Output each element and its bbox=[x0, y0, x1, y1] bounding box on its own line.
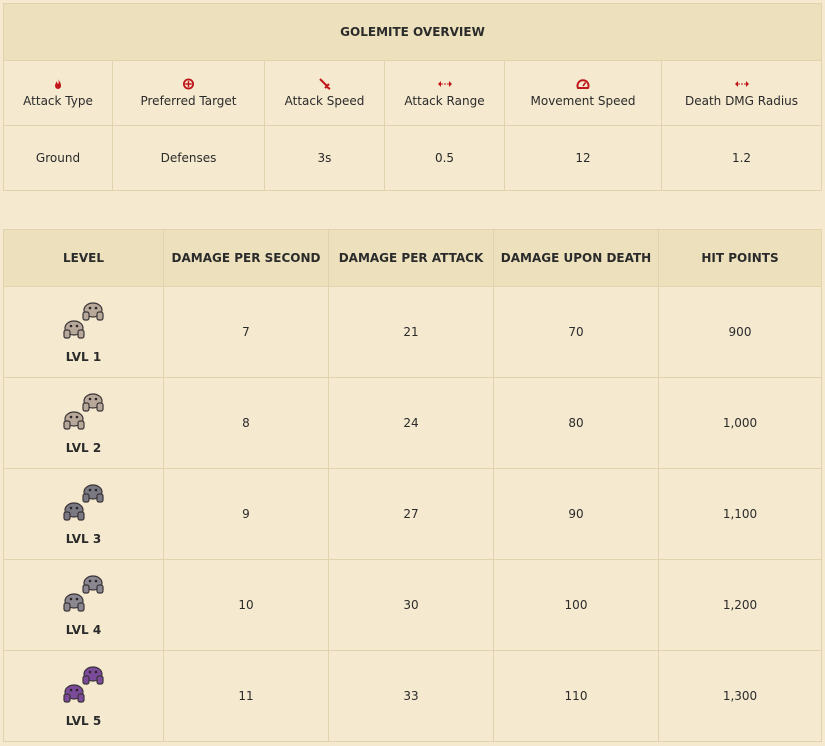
cell-damage-per-attack: 33 bbox=[328, 650, 494, 742]
header-hit-points: HIT POINTS bbox=[658, 229, 822, 287]
speedometer-icon bbox=[576, 79, 590, 89]
cell-damage-per-second: 10 bbox=[163, 559, 329, 651]
table-row: LVL 1 7 21 70 900 bbox=[3, 286, 822, 378]
level-cell: LVL 5 bbox=[3, 650, 164, 742]
stat-value-attack-range: 0.5 bbox=[384, 125, 505, 191]
cell-damage-per-attack: 24 bbox=[328, 377, 494, 469]
cell-hit-points: 900 bbox=[658, 286, 822, 378]
stat-value-death-dmg-radius: 1.2 bbox=[661, 125, 822, 191]
cell-damage-per-second: 8 bbox=[163, 377, 329, 469]
level-label: LVL 4 bbox=[65, 623, 102, 637]
overview-table: GOLEMITE OVERVIEW Attack Type Preferred … bbox=[3, 3, 822, 191]
cell-damage-upon-death: 110 bbox=[493, 650, 659, 742]
table-row: LVL 2 8 24 80 1,000 bbox=[3, 377, 822, 469]
target-icon bbox=[182, 78, 195, 90]
stat-header-movement-speed: Movement Speed bbox=[504, 60, 662, 126]
stat-value-attack-type: Ground bbox=[3, 125, 113, 191]
stat-header-preferred-target: Preferred Target bbox=[112, 60, 265, 126]
level-label: LVL 3 bbox=[65, 532, 102, 546]
cell-hit-points: 1,100 bbox=[658, 468, 822, 560]
level-cell: LVL 3 bbox=[3, 468, 164, 560]
stat-value-attack-speed: 3s bbox=[264, 125, 385, 191]
header-damage-per-attack: DAMAGE PER ATTACK bbox=[328, 229, 494, 287]
table-row: LVL 4 10 30 100 1,200 bbox=[3, 559, 822, 651]
cell-hit-points: 1,200 bbox=[658, 559, 822, 651]
cell-damage-upon-death: 80 bbox=[493, 377, 659, 469]
stat-label: Attack Range bbox=[404, 94, 485, 108]
header-level: LEVEL bbox=[3, 229, 164, 287]
range-arrows-icon bbox=[437, 81, 452, 87]
cell-damage-per-attack: 21 bbox=[328, 286, 494, 378]
cell-damage-per-attack: 27 bbox=[328, 468, 494, 560]
levels-table: LEVEL DAMAGE PER SECOND DAMAGE PER ATTAC… bbox=[3, 229, 822, 742]
table-row: LVL 5 11 33 110 1,300 bbox=[3, 650, 822, 742]
golemite-icon bbox=[62, 666, 104, 703]
stat-label: Attack Speed bbox=[284, 94, 365, 108]
stat-value-movement-speed: 12 bbox=[504, 125, 662, 191]
radius-arrows-icon bbox=[734, 81, 749, 87]
cell-damage-per-second: 7 bbox=[163, 286, 329, 378]
header-damage-per-second: DAMAGE PER SECOND bbox=[163, 229, 329, 287]
stat-header-attack-range: Attack Range bbox=[384, 60, 505, 126]
level-label: LVL 1 bbox=[65, 350, 102, 364]
stat-header-death-dmg-radius: Death DMG Radius bbox=[661, 60, 822, 126]
cell-damage-per-second: 9 bbox=[163, 468, 329, 560]
level-cell: LVL 4 bbox=[3, 559, 164, 651]
overview-title: GOLEMITE OVERVIEW bbox=[3, 3, 822, 61]
cell-damage-upon-death: 90 bbox=[493, 468, 659, 560]
stat-header-attack-speed: Attack Speed bbox=[264, 60, 385, 126]
header-damage-upon-death: DAMAGE UPON DEATH bbox=[493, 229, 659, 287]
level-cell: LVL 1 bbox=[3, 286, 164, 378]
cell-damage-upon-death: 70 bbox=[493, 286, 659, 378]
table-row: LVL 3 9 27 90 1,100 bbox=[3, 468, 822, 560]
cell-damage-per-second: 11 bbox=[163, 650, 329, 742]
golemite-icon bbox=[62, 302, 104, 339]
sword-icon bbox=[318, 78, 331, 90]
golemite-icon bbox=[62, 575, 104, 612]
cell-hit-points: 1,000 bbox=[658, 377, 822, 469]
stat-label: Attack Type bbox=[23, 94, 93, 108]
cell-damage-per-attack: 30 bbox=[328, 559, 494, 651]
level-label: LVL 5 bbox=[65, 714, 102, 728]
cell-damage-upon-death: 100 bbox=[493, 559, 659, 651]
stat-label: Movement Speed bbox=[530, 94, 636, 108]
fire-icon bbox=[55, 79, 61, 89]
level-label: LVL 2 bbox=[65, 441, 102, 455]
stat-header-attack-type: Attack Type bbox=[3, 60, 113, 126]
stat-value-preferred-target: Defenses bbox=[112, 125, 265, 191]
stat-label: Death DMG Radius bbox=[684, 94, 799, 108]
level-cell: LVL 2 bbox=[3, 377, 164, 469]
cell-hit-points: 1,300 bbox=[658, 650, 822, 742]
golemite-icon bbox=[62, 484, 104, 521]
stat-label: Preferred Target bbox=[140, 94, 237, 108]
golemite-icon bbox=[62, 393, 104, 430]
